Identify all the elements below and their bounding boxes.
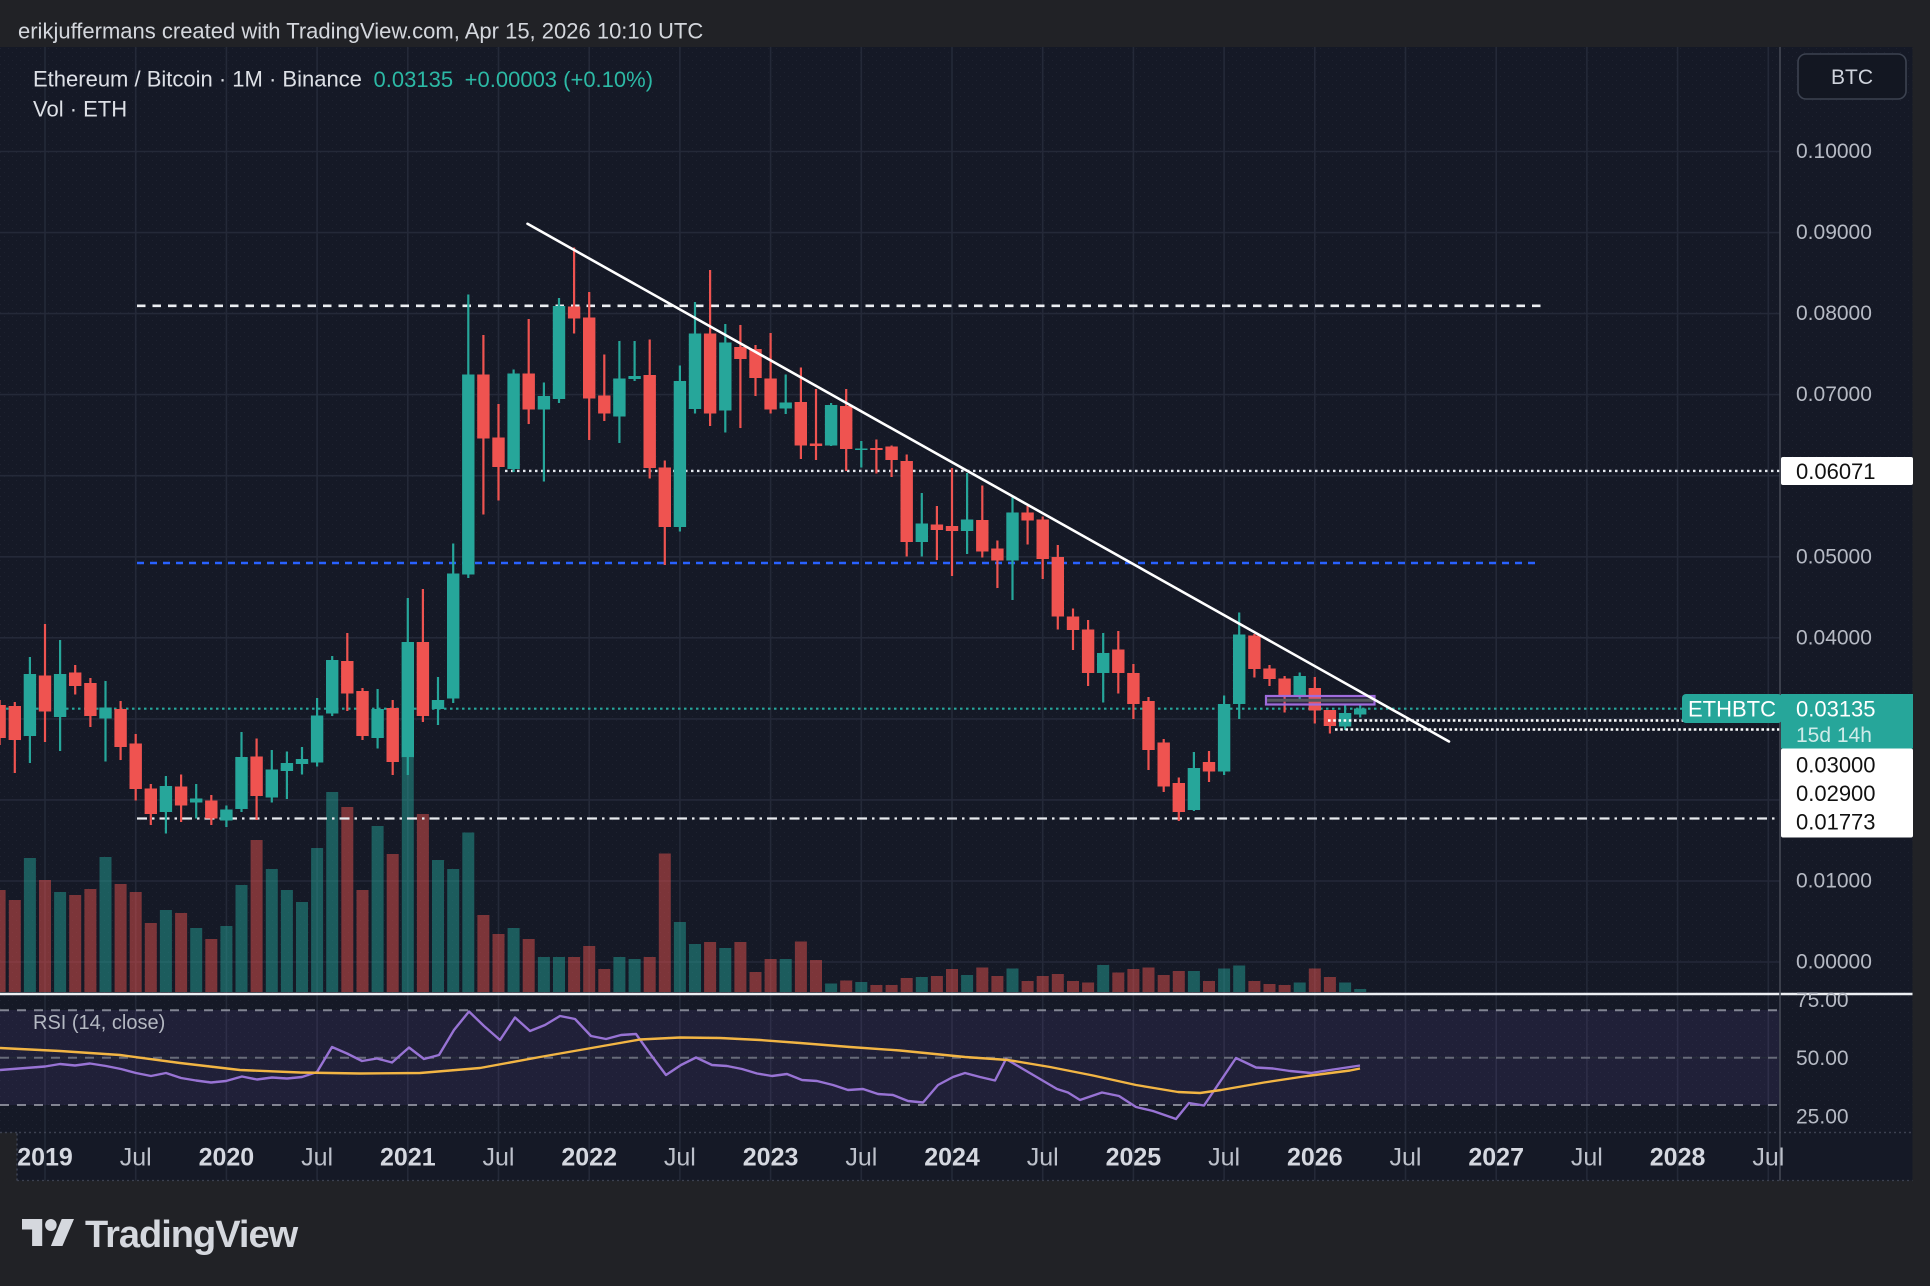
svg-text:0.04000: 0.04000 [1796, 626, 1872, 649]
svg-text:0.01773: 0.01773 [1796, 810, 1876, 835]
svg-text:0.07000: 0.07000 [1796, 383, 1872, 406]
svg-text:2023: 2023 [743, 1144, 799, 1172]
svg-text:Jul: Jul [483, 1144, 515, 1172]
svg-text:0.05000: 0.05000 [1796, 545, 1872, 568]
svg-text:RSI (14, close): RSI (14, close) [33, 1012, 165, 1034]
svg-text:0.03135: 0.03135 [1796, 697, 1876, 722]
svg-text:0.08000: 0.08000 [1796, 302, 1872, 325]
svg-text:BTC: BTC [1831, 66, 1873, 89]
svg-text:0.06071: 0.06071 [1796, 459, 1876, 484]
svg-text:2025: 2025 [1106, 1144, 1162, 1172]
svg-text:2019: 2019 [17, 1144, 73, 1172]
svg-text:0.02900: 0.02900 [1796, 781, 1876, 806]
svg-text:15d 14h: 15d 14h [1796, 724, 1872, 747]
svg-text:erikjuffermans created with Tr: erikjuffermans created with TradingView.… [18, 19, 703, 44]
svg-text:75.00: 75.00 [1796, 989, 1849, 1012]
svg-text:50.00: 50.00 [1796, 1047, 1849, 1070]
svg-text:Jul: Jul [1027, 1144, 1059, 1172]
svg-text:Jul: Jul [664, 1144, 696, 1172]
svg-text:Jul: Jul [301, 1144, 333, 1172]
svg-text:0.10000: 0.10000 [1796, 140, 1872, 163]
svg-text:0.01000: 0.01000 [1796, 870, 1872, 893]
svg-text:0.00000: 0.00000 [1796, 951, 1872, 974]
svg-text:25.00: 25.00 [1796, 1106, 1849, 1129]
svg-text:2022: 2022 [561, 1144, 617, 1172]
svg-text:ETHBTC: ETHBTC [1688, 697, 1776, 722]
svg-text:2028: 2028 [1650, 1144, 1706, 1172]
svg-text:2024: 2024 [924, 1144, 980, 1172]
svg-text:2020: 2020 [199, 1144, 255, 1172]
svg-text:0.03000: 0.03000 [1796, 753, 1876, 778]
svg-text:Vol · ETH: Vol · ETH [33, 97, 127, 122]
svg-text:Jul: Jul [1208, 1144, 1240, 1172]
svg-text:Ethereum / Bitcoin · 1M · Bina: Ethereum / Bitcoin · 1M · Binance 0.0313… [33, 67, 653, 92]
svg-text:2021: 2021 [380, 1144, 436, 1172]
svg-text:Jul: Jul [1752, 1144, 1784, 1172]
svg-text:Jul: Jul [1390, 1144, 1422, 1172]
svg-text:Jul: Jul [120, 1144, 152, 1172]
svg-text:0.09000: 0.09000 [1796, 221, 1872, 244]
svg-text:2026: 2026 [1287, 1144, 1343, 1172]
svg-text:2027: 2027 [1468, 1144, 1524, 1172]
svg-text:Jul: Jul [1571, 1144, 1603, 1172]
svg-text:Jul: Jul [845, 1144, 877, 1172]
svg-text:TradingView: TradingView [85, 1214, 299, 1256]
